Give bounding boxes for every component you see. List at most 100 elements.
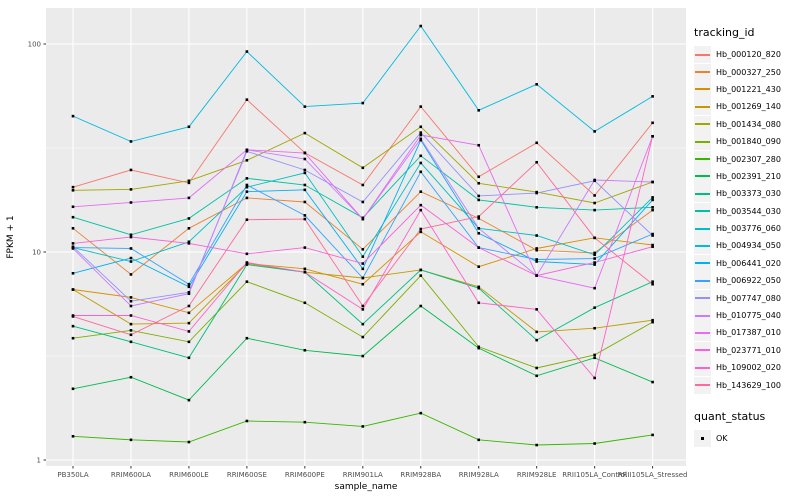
data-point: [535, 366, 538, 370]
data-point: [419, 227, 423, 231]
data-point: [535, 248, 538, 252]
x-tick-label: RRIM901LA: [343, 471, 383, 479]
data-point: [187, 282, 191, 286]
data-point: [593, 442, 596, 445]
legend-item-label: Hb_000120_820: [716, 50, 781, 60]
data-point: [71, 226, 75, 230]
x-tick-label: RRIM928BA: [400, 471, 441, 479]
data-point: [71, 215, 75, 219]
data-point: [361, 217, 365, 221]
legend-item-label: Hb_006922_050: [716, 276, 781, 286]
data-point: [187, 240, 191, 244]
data-point: [71, 205, 75, 209]
data-point: [71, 434, 75, 438]
data-point: [651, 208, 654, 212]
data-point: [651, 433, 654, 437]
legend-item: Hb_001434_080: [690, 115, 800, 133]
data-point: [129, 340, 133, 344]
legend-item: Hb_002391_210: [690, 167, 800, 185]
legend-item-label: Hb_001269_140: [716, 102, 781, 112]
legend-item: Hb_003544_030: [690, 202, 800, 220]
legend-line-swatch: [695, 227, 710, 230]
data-point: [419, 230, 423, 234]
data-point: [187, 311, 191, 315]
data-point: [361, 262, 365, 265]
legend-line-swatch: [695, 297, 710, 300]
data-point: [245, 196, 249, 200]
x-axis-title: sample_name: [335, 482, 398, 492]
legend-item: Hb_004934_050: [690, 237, 800, 255]
legend-item: Hb_023771_010: [690, 341, 800, 359]
data-point: [245, 98, 249, 101]
data-point: [361, 166, 365, 170]
data-point: [651, 198, 654, 202]
data-point: [303, 131, 307, 135]
legend-item-label: Hb_003373_030: [716, 189, 781, 199]
legend-line-swatch: [695, 192, 710, 195]
x-tick-label: PB350LA: [57, 471, 88, 479]
data-point: [535, 234, 538, 237]
data-point: [303, 183, 307, 187]
legend-item: Hb_003373_030: [690, 185, 800, 203]
data-point: [419, 131, 423, 134]
data-point: [535, 206, 538, 209]
data-point: [419, 161, 423, 165]
legend-key: [694, 98, 711, 116]
data-point: [651, 280, 654, 283]
x-tick-label: RRIM928LE: [517, 471, 557, 479]
legend-item: Hb_010775_040: [690, 307, 800, 325]
legend-key: [694, 150, 711, 168]
data-point: [361, 304, 365, 308]
legend-item-label: Hb_109002_020: [716, 363, 781, 373]
data-point: [593, 286, 596, 290]
legend-line-swatch: [695, 244, 710, 247]
data-point: [245, 190, 249, 193]
legend-key: [694, 220, 711, 238]
data-point: [361, 308, 365, 311]
data-point: [593, 178, 596, 182]
data-point: [129, 304, 133, 308]
data-point: [245, 183, 249, 187]
data-point: [593, 251, 596, 255]
data-point: [419, 154, 423, 158]
data-point: [593, 353, 596, 357]
data-point: [361, 354, 365, 358]
data-point: [245, 419, 249, 423]
data-point: [245, 336, 249, 340]
data-point: [303, 301, 307, 305]
data-point: [419, 274, 423, 277]
legend-key: [694, 202, 711, 220]
legend-key: [694, 133, 711, 151]
data-point: [187, 440, 191, 444]
data-point: [477, 215, 481, 218]
data-point: [187, 330, 191, 333]
data-point: [593, 263, 596, 266]
data-point: [129, 260, 133, 263]
data-point: [303, 188, 307, 192]
data-point: [129, 273, 133, 276]
legend-line-swatch: [695, 384, 710, 387]
data-point: [593, 253, 596, 257]
data-point: [245, 280, 249, 283]
data-point: [129, 375, 133, 379]
data-point: [477, 226, 481, 230]
data-point: [129, 233, 133, 237]
data-point: [303, 151, 307, 155]
data-point: [303, 217, 307, 221]
legend-item-label: Hb_006441_020: [716, 258, 781, 268]
data-point: [71, 288, 75, 291]
data-point: [303, 246, 307, 249]
data-point: [245, 218, 249, 221]
data-point: [477, 181, 481, 185]
legend-line-swatch: [695, 210, 710, 213]
x-tick-label: RRIM600LE: [169, 471, 209, 479]
quant-legend-item: OK: [690, 430, 800, 447]
legend-item: Hb_006441_020: [690, 254, 800, 272]
data-point: [419, 125, 423, 129]
legend-item-label: Hb_017387_010: [716, 328, 781, 338]
data-point: [361, 255, 365, 258]
data-point: [361, 425, 365, 428]
legend-item: Hb_007747_080: [690, 289, 800, 307]
legend-line-swatch: [695, 140, 710, 143]
data-point: [245, 50, 249, 53]
